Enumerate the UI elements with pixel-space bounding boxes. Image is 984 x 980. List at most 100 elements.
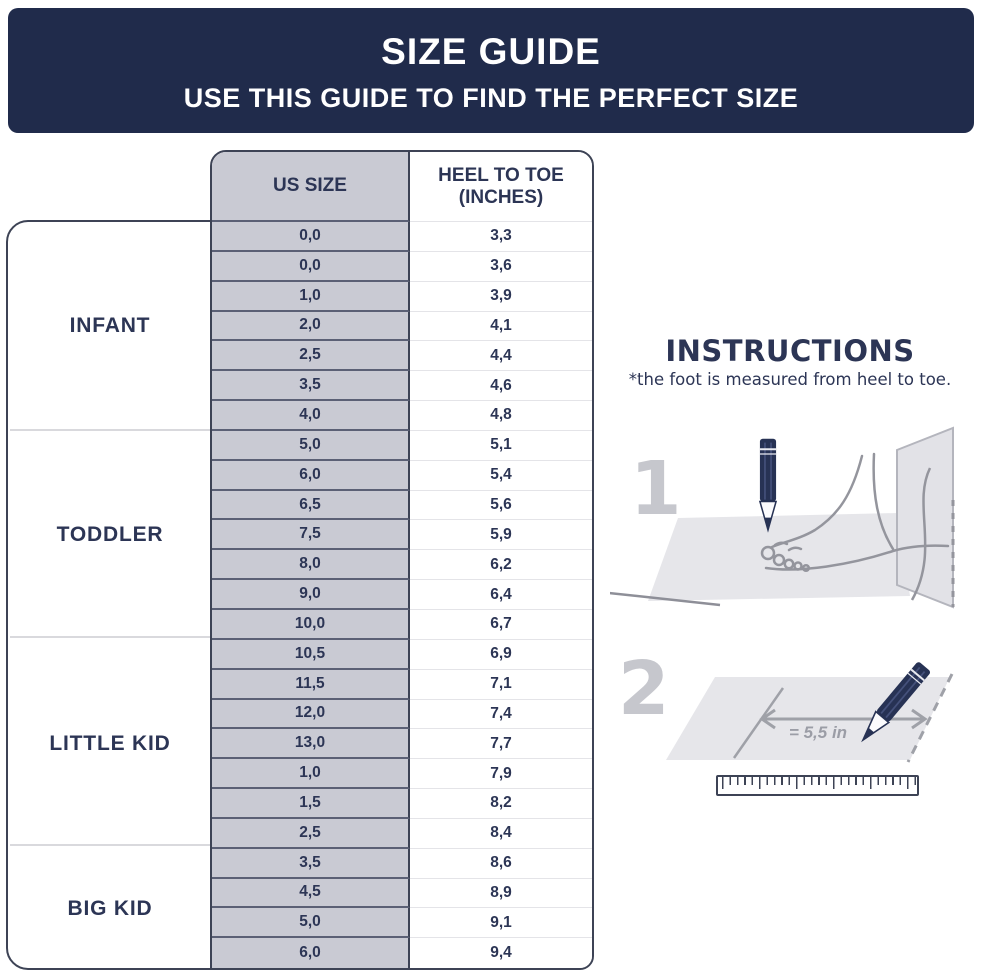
heel-to-toe-value: 5,9 <box>410 520 592 551</box>
foot-outline <box>760 452 950 573</box>
group-separator <box>10 636 212 638</box>
paper-sheet-2 <box>666 677 950 760</box>
table-row: 3,5 4,6 <box>212 371 592 402</box>
us-size-value: 2,5 <box>212 818 410 849</box>
us-size-value: 8,0 <box>212 550 410 581</box>
us-size-value: 6,0 <box>212 938 410 968</box>
page-title: SIZE GUIDE <box>381 31 601 72</box>
heel-to-toe-value: 8,4 <box>410 818 592 849</box>
table-row: 2,5 8,4 <box>212 818 592 849</box>
us-size-value: 7,5 <box>212 520 410 551</box>
heel-to-toe-value: 9,4 <box>410 938 592 968</box>
ruler <box>716 775 919 796</box>
heel-to-toe-value: 6,4 <box>410 580 592 610</box>
page-subtitle: USE THIS GUIDE TO FIND THE PERFECT SIZE <box>183 83 799 113</box>
size-table: US SIZE HEEL TO TOE (INCHES) 0,0 3,3 0,0 3,… <box>210 150 594 970</box>
step-2-number: 2 <box>618 646 670 732</box>
heel-to-toe-value: 7,4 <box>410 699 592 730</box>
heel-to-toe-value: 3,3 <box>410 222 592 252</box>
heel-to-toe-value: 8,6 <box>410 848 592 879</box>
heel-header-line1: HEEL TO TOE <box>438 164 564 186</box>
heel-to-toe-value: 9,1 <box>410 908 592 939</box>
instructions-note: *the foot is measured from heel to toe. <box>628 370 952 389</box>
table-row: 11,5 7,1 <box>212 669 592 700</box>
heel-to-toe-value: 4,1 <box>410 311 592 342</box>
group-separator <box>10 844 212 846</box>
table-row: 0,0 3,3 <box>212 222 592 252</box>
us-size-value: 2,5 <box>212 341 410 372</box>
heel-header-line2: (INCHES) <box>458 186 544 208</box>
us-size-value: 1,0 <box>212 759 410 790</box>
table-row: 3,5 8,6 <box>212 848 592 879</box>
us-size-value: 10,5 <box>212 639 410 670</box>
table-row: 1,5 8,2 <box>212 789 592 819</box>
table-row: 6,5 5,6 <box>212 490 592 521</box>
table-row: 5,0 9,1 <box>212 908 592 939</box>
instructions-title: INSTRUCTIONS <box>665 334 915 368</box>
table-row: 0,0 3,6 <box>212 251 592 282</box>
heel-to-toe-value: 8,2 <box>410 789 592 819</box>
header-banner: SIZE GUIDE USE THIS GUIDE TO FIND THE PE… <box>8 8 974 133</box>
heel-to-toe-header: HEEL TO TOE (INCHES) <box>410 152 592 222</box>
table-body: 0,0 3,3 0,0 3,6 1,0 3,9 2,0 4,1 2,5 4,4 3,5 4,6 4,0 4… <box>212 222 592 968</box>
heel-to-toe-value: 6,7 <box>410 609 592 640</box>
heel-to-toe-value: 3,9 <box>410 281 592 312</box>
table-row: 1,0 7,9 <box>212 759 592 790</box>
pencil-icon <box>855 659 933 747</box>
step-1-number: 1 <box>630 446 682 532</box>
table-row: 10,0 6,7 <box>212 609 592 640</box>
table-row: 1,0 3,9 <box>212 281 592 312</box>
us-size-value: 6,0 <box>212 460 410 491</box>
table-row: 6,0 9,4 <box>212 938 592 968</box>
table-row: 7,5 5,9 <box>212 520 592 551</box>
us-size-value: 11,5 <box>212 669 410 700</box>
us-size-value: 5,0 <box>212 908 410 939</box>
table-row: 13,0 7,7 <box>212 729 592 760</box>
paper-sheet <box>648 513 910 601</box>
pencil-icon <box>758 437 778 531</box>
us-size-value: 0,0 <box>212 251 410 282</box>
group-label-big-kid: BIG KID <box>67 897 153 920</box>
us-size-value: 0,0 <box>212 222 410 252</box>
group-label-infant: INFANT <box>69 314 151 337</box>
measurement-label: = 5,5 in <box>788 723 848 742</box>
heel-to-toe-value: 7,7 <box>410 729 592 760</box>
table-row: 5,0 5,1 <box>212 430 592 461</box>
us-size-value: 9,0 <box>212 580 410 610</box>
table-row: 8,0 6,2 <box>212 550 592 581</box>
table-row: 9,0 6,4 <box>212 580 592 610</box>
group-label-little-kid: LITTLE KID <box>49 732 171 755</box>
group-label-toddler: TODDLER <box>56 523 164 546</box>
us-size-value: 12,0 <box>212 699 410 730</box>
table-row: 4,5 8,9 <box>212 878 592 909</box>
heel-to-toe-value: 4,6 <box>410 371 592 402</box>
heel-to-toe-value: 7,9 <box>410 759 592 790</box>
us-size-value: 1,0 <box>212 281 410 312</box>
us-size-value: 3,5 <box>212 371 410 402</box>
table-row: 2,5 4,4 <box>212 341 592 372</box>
heel-to-toe-value: 6,2 <box>410 550 592 581</box>
us-size-value: 4,5 <box>212 878 410 909</box>
heel-to-toe-value: 3,6 <box>410 251 592 282</box>
heel-to-toe-value: 8,9 <box>410 878 592 909</box>
heel-to-toe-value: 4,8 <box>410 401 592 431</box>
us-size-value: 13,0 <box>212 729 410 760</box>
trace-line <box>610 591 721 607</box>
table-row: 10,5 6,9 <box>212 639 592 670</box>
heel-to-toe-value: 5,6 <box>410 490 592 521</box>
us-size-header: US SIZE <box>212 152 410 222</box>
table-row: 2,0 4,1 <box>212 311 592 342</box>
table-row: 6,0 5,4 <box>212 460 592 491</box>
heel-to-toe-value: 5,1 <box>410 430 592 461</box>
table-row: 12,0 7,4 <box>212 699 592 730</box>
heel-to-toe-value: 4,4 <box>410 341 592 372</box>
heel-to-toe-value: 7,1 <box>410 669 592 700</box>
us-size-value: 1,5 <box>212 789 410 819</box>
us-size-value: 2,0 <box>212 311 410 342</box>
table-row: 4,0 4,8 <box>212 401 592 431</box>
us-size-value: 10,0 <box>212 609 410 640</box>
table-header-row: US SIZE HEEL TO TOE (INCHES) <box>212 152 592 222</box>
us-size-value: 6,5 <box>212 490 410 521</box>
us-size-value: 4,0 <box>212 401 410 431</box>
